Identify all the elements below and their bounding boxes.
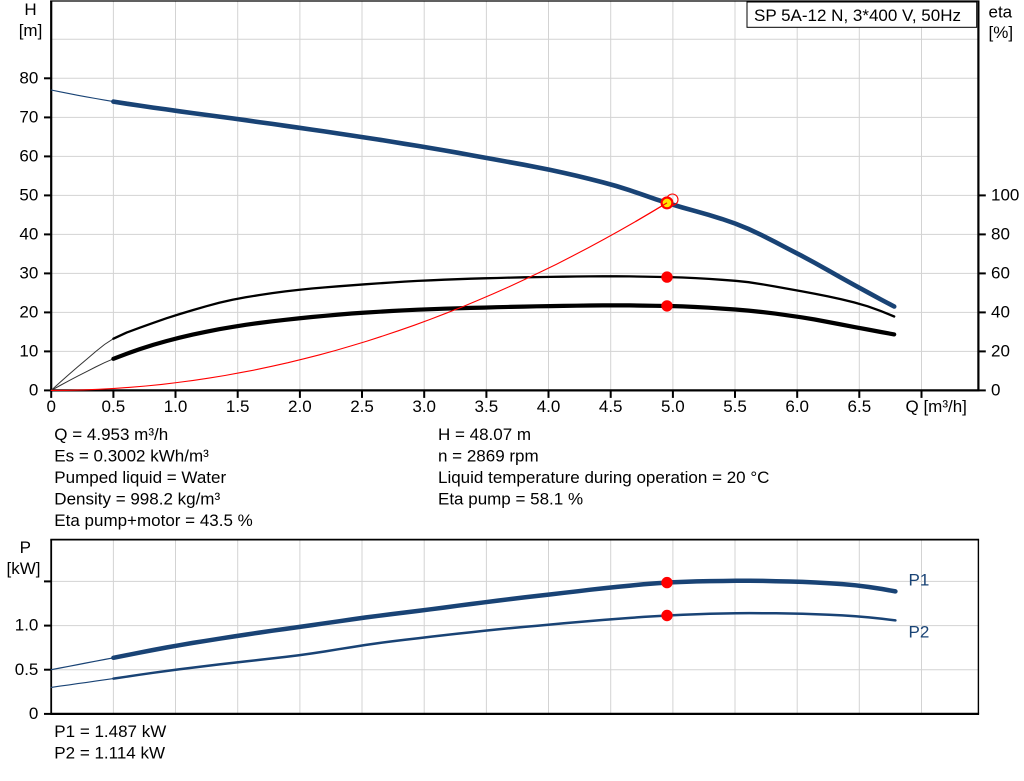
svg-text:1.0: 1.0 [164,397,188,416]
svg-text:80: 80 [991,225,1010,244]
svg-text:20: 20 [991,342,1010,361]
svg-text:10: 10 [19,342,38,361]
svg-text:P: P [20,538,31,557]
svg-text:40: 40 [991,303,1010,322]
svg-text:Liquid temperature during oper: Liquid temperature during operation = 20… [438,468,769,487]
svg-text:P2 = 1.114 kW: P2 = 1.114 kW [54,744,165,763]
svg-text:H = 48.07 m: H = 48.07 m [438,425,531,444]
svg-text:4.5: 4.5 [599,397,623,416]
svg-text:5.5: 5.5 [723,397,747,416]
svg-text:2.0: 2.0 [288,397,312,416]
svg-text:H: H [24,0,36,19]
svg-text:[%]: [%] [989,23,1014,42]
svg-text:80: 80 [19,69,38,88]
svg-text:P1 = 1.487 kW: P1 = 1.487 kW [54,722,166,741]
svg-text:3.0: 3.0 [412,397,436,416]
svg-text:0: 0 [29,381,38,400]
svg-text:P1: P1 [909,571,930,590]
svg-text:Es = 0.3002 kWh/m³: Es = 0.3002 kWh/m³ [54,446,209,465]
svg-text:Pumped liquid = Water: Pumped liquid = Water [54,468,226,487]
svg-text:[kW]: [kW] [7,559,41,578]
svg-text:Eta pump = 58.1 %: Eta pump = 58.1 % [438,489,583,508]
svg-text:SP 5A-12 N, 3*400 V, 50Hz: SP 5A-12 N, 3*400 V, 50Hz [754,6,961,25]
svg-text:1.5: 1.5 [226,397,250,416]
svg-text:6.5: 6.5 [848,397,872,416]
svg-text:P2: P2 [909,623,930,642]
svg-text:eta: eta [989,2,1013,21]
svg-text:100: 100 [991,186,1019,205]
svg-text:[m]: [m] [19,21,43,40]
svg-text:1.0: 1.0 [15,616,39,635]
svg-text:3.5: 3.5 [475,397,499,416]
svg-text:0: 0 [29,704,38,723]
svg-text:50: 50 [19,186,38,205]
svg-text:20: 20 [19,303,38,322]
svg-text:4.0: 4.0 [537,397,561,416]
svg-text:0: 0 [991,381,1000,400]
svg-text:30: 30 [19,264,38,283]
svg-text:Eta pump+motor = 43.5 %: Eta pump+motor = 43.5 % [54,511,252,530]
svg-text:Q [m³/h]: Q [m³/h] [906,397,967,416]
svg-text:n = 2869 rpm: n = 2869 rpm [438,446,539,465]
svg-text:40: 40 [19,225,38,244]
svg-text:70: 70 [19,108,38,127]
svg-text:6.0: 6.0 [785,397,809,416]
svg-text:0.5: 0.5 [102,397,126,416]
svg-text:60: 60 [991,264,1010,283]
svg-text:0.5: 0.5 [15,660,39,679]
svg-text:Q = 4.953 m³/h: Q = 4.953 m³/h [54,425,168,444]
svg-text:5.0: 5.0 [661,397,685,416]
svg-text:2.5: 2.5 [350,397,374,416]
svg-text:60: 60 [19,147,38,166]
svg-text:Density = 998.2 kg/m³: Density = 998.2 kg/m³ [54,489,220,508]
svg-text:0: 0 [46,397,55,416]
